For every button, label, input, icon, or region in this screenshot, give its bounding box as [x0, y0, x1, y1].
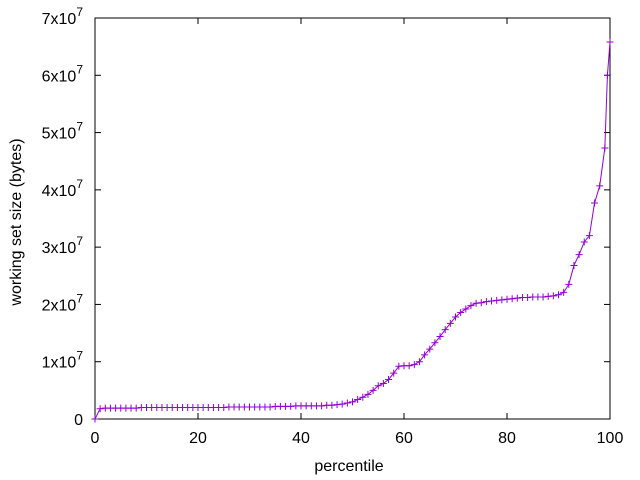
data-point — [369, 386, 377, 394]
data-point — [390, 369, 398, 377]
x-axis: 0 20 40 60 80 100 — [91, 18, 624, 447]
data-point — [426, 345, 434, 353]
data-point — [410, 361, 418, 369]
data-point — [549, 292, 557, 300]
data-point — [498, 296, 506, 304]
data-point — [328, 401, 336, 409]
data-point — [338, 400, 346, 408]
data-point — [349, 398, 356, 406]
data-point — [565, 280, 573, 288]
x-tick-label: 40 — [292, 430, 310, 447]
x-axis-label: percentile — [314, 458, 383, 475]
data-point — [585, 232, 593, 240]
plot-border — [94, 17, 611, 420]
y-tick-label: 4x107 — [42, 177, 84, 200]
y-tick-label: 6x107 — [42, 62, 84, 85]
data-point — [467, 302, 475, 310]
series-line — [94, 42, 611, 420]
data-point — [436, 333, 444, 341]
data-point — [472, 299, 480, 307]
y-axis: 0 1x107 2x107 3x107 4x107 5x107 6x107 7x107 — [42, 5, 610, 429]
data-point — [560, 288, 568, 296]
x-tick-label: 20 — [189, 430, 207, 447]
data-point — [457, 308, 465, 316]
data-point — [544, 292, 552, 300]
y-tick-label: 2x107 — [42, 291, 84, 314]
y-tick-label: 7x107 — [42, 5, 84, 28]
data-point — [591, 199, 599, 207]
data-point — [524, 294, 532, 302]
data-point — [493, 296, 501, 304]
data-point — [606, 38, 614, 46]
x-tick-label: 60 — [395, 430, 413, 447]
data-point — [601, 144, 609, 152]
data-point — [539, 293, 547, 301]
y-tick-label: 1x107 — [42, 349, 84, 372]
data-point — [364, 390, 372, 398]
data-point — [318, 402, 326, 410]
x-tick-label: 0 — [91, 430, 100, 447]
data-point — [220, 404, 228, 412]
data-point — [503, 295, 511, 303]
data-point — [415, 358, 423, 366]
data-point — [132, 404, 140, 412]
data-point — [477, 299, 485, 307]
data-point — [266, 403, 274, 411]
data-point — [379, 379, 387, 387]
data-point — [333, 401, 341, 409]
data-point — [555, 291, 562, 299]
x-tick-label: 100 — [597, 430, 624, 447]
data-point — [441, 326, 449, 334]
x-tick-label: 80 — [498, 430, 516, 447]
data-point — [405, 362, 413, 370]
data-point — [374, 382, 382, 390]
data-point — [488, 297, 496, 305]
data-point — [482, 298, 490, 306]
data-point — [596, 182, 604, 190]
data-point — [513, 294, 521, 302]
data-point — [385, 375, 393, 383]
data-point — [421, 351, 429, 359]
data-point — [570, 261, 578, 269]
y-tick-label: 3x107 — [42, 234, 84, 257]
y-tick-label: 0 — [74, 412, 83, 429]
plot-frame — [94, 17, 611, 420]
data-point — [287, 402, 295, 410]
data-point — [452, 313, 459, 321]
y-axis-label: working set size (bytes) — [8, 138, 25, 306]
data-point — [343, 399, 351, 407]
data-point — [575, 251, 583, 259]
data-point — [359, 393, 367, 401]
data-point — [603, 71, 611, 79]
data-point — [395, 362, 403, 370]
data-point — [508, 295, 516, 303]
y-tick-label: 5x107 — [42, 120, 84, 143]
data-point — [446, 319, 454, 327]
data-point — [96, 405, 104, 413]
data-point — [91, 415, 99, 423]
data-point — [431, 339, 439, 347]
data-point — [354, 396, 362, 404]
series-layer — [91, 38, 614, 423]
data-point — [580, 238, 588, 246]
data-point — [462, 305, 470, 313]
